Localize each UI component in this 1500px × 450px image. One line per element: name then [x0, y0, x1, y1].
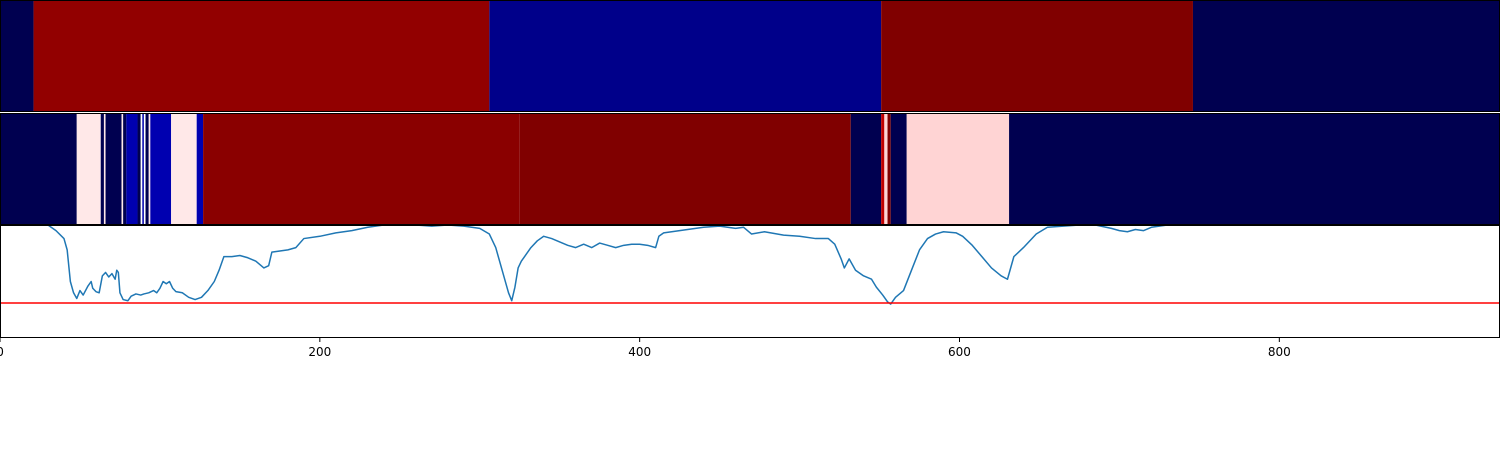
heatmap-cell-mid-17 [203, 113, 520, 225]
heatmap-cell-mid-14 [150, 113, 172, 225]
heatmap-cell-mid-9 [140, 113, 143, 225]
line-plot-frame [0, 225, 1500, 338]
heatmap-cell-mid-19 [850, 113, 882, 225]
heatmap-cell-mid-10 [142, 113, 144, 225]
heatmap-cell-mid-11 [143, 113, 146, 225]
heatmap-cell-mid-7 [126, 113, 138, 225]
heatmap-cell-mid-15 [171, 113, 197, 225]
heatmap-cell-top-0 [0, 0, 34, 112]
heatmap-cell-mid-5 [121, 113, 124, 225]
x-tick-label-400: 400 [628, 345, 651, 359]
heatmap-cell-mid-18 [519, 113, 851, 225]
heatmap-cell-mid-24 [906, 113, 1010, 225]
heatmap-cell-mid-25 [1009, 113, 1500, 225]
heatmap-cell-mid-2 [100, 113, 104, 225]
x-axis: 0 200 400 600 800 [0, 338, 1291, 359]
heatmap-cell-mid-6 [123, 113, 127, 225]
heatmap-cell-mid-3 [103, 113, 106, 225]
top-heatmap-strip [0, 0, 1500, 112]
heatmap-cell-mid-13 [148, 113, 151, 225]
heatmap-cell-mid-0 [0, 113, 77, 225]
x-tick-label-200: 200 [308, 345, 331, 359]
middle-heatmap-strip [0, 113, 1500, 225]
heatmap-cell-top-2 [489, 0, 882, 112]
x-tick-label-600: 600 [948, 345, 971, 359]
heatmap-cell-mid-1 [76, 113, 101, 225]
heatmap-cell-mid-23 [890, 113, 907, 225]
heatmap-cell-mid-8 [137, 113, 141, 225]
heatmap-cell-mid-16 [196, 113, 204, 225]
heatmap-cell-mid-21 [884, 113, 888, 225]
heatmap-cell-top-4 [1192, 0, 1500, 112]
series-line-0 [0, 225, 1500, 305]
heatmap-cell-top-1 [33, 0, 490, 112]
x-tick-label-800: 800 [1268, 345, 1291, 359]
heatmap-cell-mid-12 [145, 113, 149, 225]
x-tick-label-0: 0 [0, 345, 4, 359]
heatmap-cell-mid-20 [881, 113, 885, 225]
heatmap-cell-mid-4 [105, 113, 122, 225]
line-plot-panel [0, 225, 1500, 338]
heatmap-cell-top-3 [881, 0, 1193, 112]
heatmap-cell-mid-22 [887, 113, 891, 225]
